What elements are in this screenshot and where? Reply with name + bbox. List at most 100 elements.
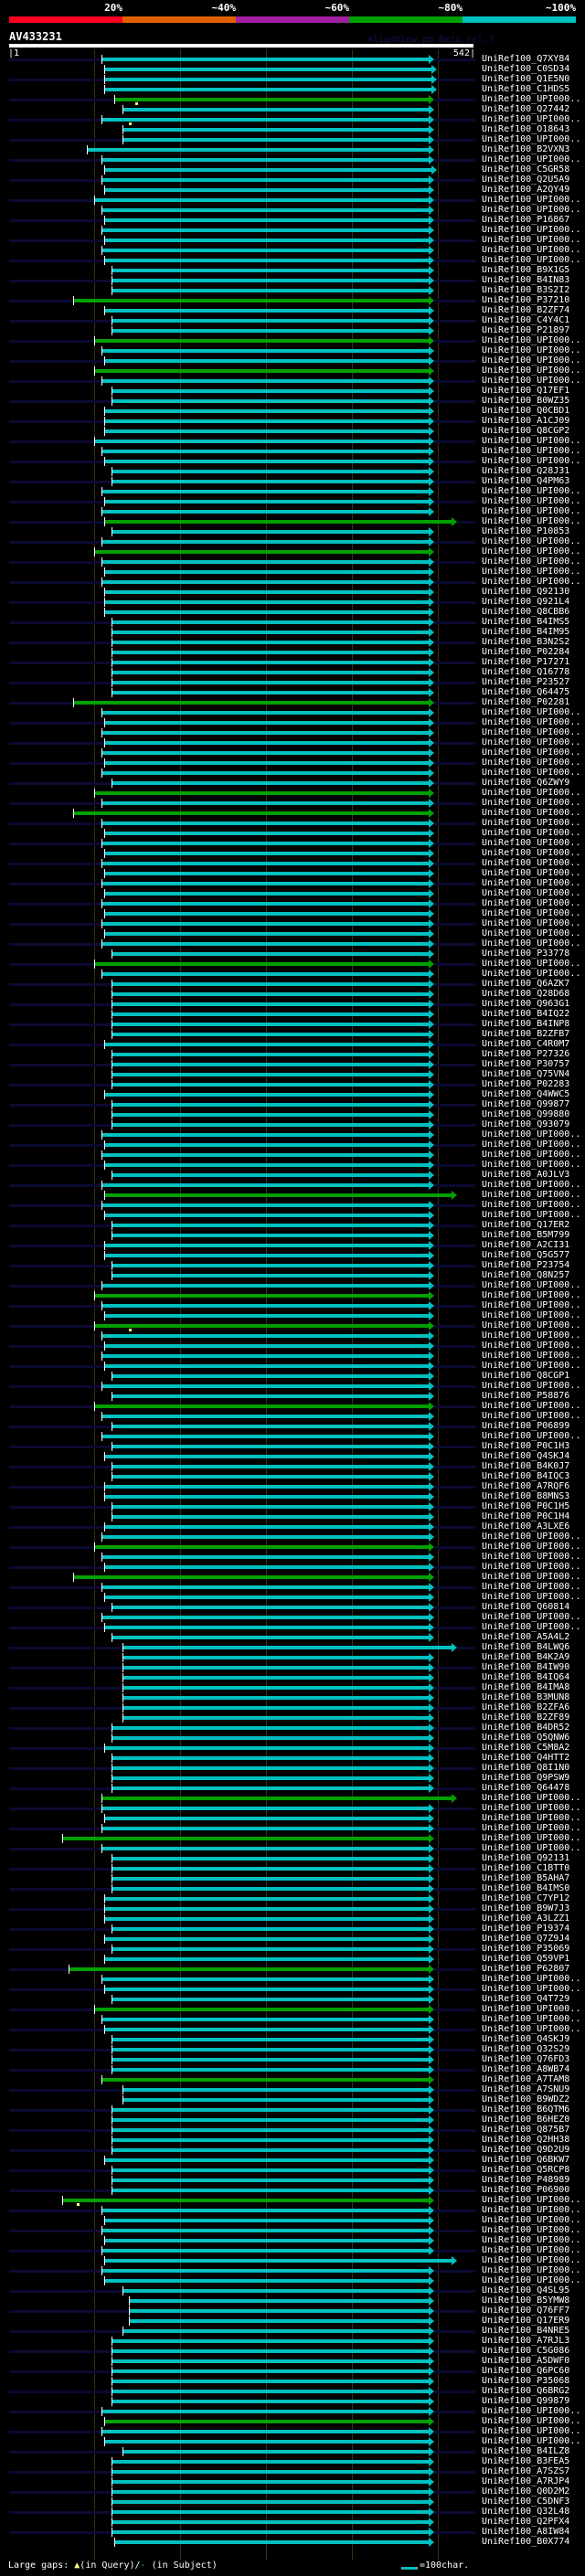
hit-label[interactable]: UniRef100_UPI000..	[482, 1381, 581, 1391]
hit-label[interactable]: UniRef100_A7RJL3	[482, 2336, 570, 2346]
hit-label[interactable]: UniRef100_P02284	[482, 647, 570, 657]
hit-label[interactable]: UniRef100_UPI000..	[482, 94, 581, 104]
hit-label[interactable]: UniRef100_Q92130	[482, 587, 570, 597]
hit-label[interactable]: UniRef100_UPI000..	[482, 1582, 581, 1592]
hit-label[interactable]: UniRef100_UPI000..	[482, 2436, 581, 2446]
hit-label[interactable]: UniRef100_Q5QNW6	[482, 1733, 570, 1743]
hit-label[interactable]: UniRef100_Q8I1N0	[482, 1763, 570, 1773]
hit-label[interactable]: UniRef100_UPI000..	[482, 1592, 581, 1602]
hit-label[interactable]: UniRef100_P0C1H4	[482, 1511, 570, 1521]
hit-label[interactable]: UniRef100_B4IMS5	[482, 617, 570, 627]
hit-label[interactable]: UniRef100_UPI000..	[482, 2265, 581, 2275]
hit-label[interactable]: UniRef100_UPI000..	[482, 134, 581, 144]
hit-label[interactable]: UniRef100_B4K0J7	[482, 1461, 570, 1471]
hit-label[interactable]: UniRef100_UPI000..	[482, 1974, 581, 1984]
hit-label[interactable]: UniRef100_Q7Z9J4	[482, 1934, 570, 1944]
hit-label[interactable]: UniRef100_UPI000..	[482, 1320, 581, 1330]
hit-label[interactable]: UniRef100_UPI000..	[482, 788, 581, 798]
hit-label[interactable]: UniRef100_P06900	[482, 2185, 570, 2195]
hit-label[interactable]: UniRef100_UPI000..	[482, 557, 581, 567]
hit-label[interactable]: UniRef100_UPI000..	[482, 928, 581, 938]
hit-label[interactable]: UniRef100_UPI000..	[482, 225, 581, 235]
hit-label[interactable]: UniRef100_B2ZF89	[482, 1712, 570, 1723]
hit-label[interactable]: UniRef100_B2ZF74	[482, 305, 570, 315]
hit-label[interactable]: UniRef100_UPI000..	[482, 1401, 581, 1411]
hit-label[interactable]: UniRef100_A3LXE6	[482, 1521, 570, 1532]
hit-label[interactable]: UniRef100_B5M799	[482, 1230, 570, 1240]
hit-label[interactable]: UniRef100_UPI000..	[482, 1843, 581, 1853]
hit-label[interactable]: UniRef100_P0C1H3	[482, 1441, 570, 1451]
hit-label[interactable]: UniRef100_Q6BKW7	[482, 2155, 570, 2165]
hit-label[interactable]: UniRef100_B0X774	[482, 2537, 570, 2547]
hit-label[interactable]: UniRef100_UPI000..	[482, 2024, 581, 2034]
hit-label[interactable]: UniRef100_C1HDS5	[482, 84, 570, 94]
hit-label[interactable]: UniRef100_UPI000..	[482, 747, 581, 758]
hit-label[interactable]: UniRef100_Q76FF7	[482, 2306, 570, 2316]
hit-label[interactable]: UniRef100_B4IMA8	[482, 1682, 570, 1692]
hit-label[interactable]: UniRef100_P0C1H5	[482, 1501, 570, 1511]
hit-label[interactable]: UniRef100_B8MNS3	[482, 1491, 570, 1501]
hit-label[interactable]: UniRef100_Q32S29	[482, 2044, 570, 2054]
hit-label[interactable]: UniRef100_P48989	[482, 2175, 570, 2185]
hit-label[interactable]: UniRef100_UPI000..	[482, 1361, 581, 1371]
hit-label[interactable]: UniRef100_UPI000..	[482, 2004, 581, 2014]
hit-label[interactable]: UniRef100_UPI000..	[482, 1431, 581, 1441]
hit-label[interactable]: UniRef100_P33778	[482, 949, 570, 959]
hit-label[interactable]: UniRef100_A5DWF0	[482, 2356, 570, 2366]
hit-label[interactable]: UniRef100_Q2U5A9	[482, 175, 570, 185]
hit-label[interactable]: UniRef100_B9WDZ2	[482, 2094, 570, 2104]
hit-label[interactable]: UniRef100_B6QTM6	[482, 2104, 570, 2115]
hit-label[interactable]: UniRef100_C5GR58	[482, 164, 570, 175]
hit-label[interactable]: UniRef100_UPI000..	[482, 1411, 581, 1421]
hit-label[interactable]: UniRef100_Q7XY84	[482, 54, 570, 64]
hit-label[interactable]: UniRef100_UPI000..	[482, 838, 581, 848]
hit-label[interactable]: UniRef100_UPI000..	[482, 1562, 581, 1572]
hit-label[interactable]: UniRef100_A7TAM8	[482, 2074, 570, 2084]
hit-label[interactable]: UniRef100_UPI000..	[482, 255, 581, 265]
hit-label[interactable]: UniRef100_A2CI31	[482, 1240, 570, 1250]
hit-label[interactable]: UniRef100_P06899	[482, 1421, 570, 1431]
hit-label[interactable]: UniRef100_UPI000..	[482, 1150, 581, 1160]
hit-label[interactable]: UniRef100_B2ZFB7	[482, 1029, 570, 1039]
hit-label[interactable]: UniRef100_UPI000..	[482, 1310, 581, 1320]
hit-label[interactable]: UniRef100_Q28J31	[482, 466, 570, 476]
hit-label[interactable]: UniRef100_UPI000..	[482, 908, 581, 918]
hit-label[interactable]: UniRef100_UPI000..	[482, 2195, 581, 2205]
hit-label[interactable]: UniRef100_UPI000..	[482, 1542, 581, 1552]
hit-label[interactable]: UniRef100_Q5G577	[482, 1250, 570, 1260]
hit-label[interactable]: UniRef100_Q2HH38	[482, 2135, 570, 2145]
hit-label[interactable]: UniRef100_B3FEA5	[482, 2456, 570, 2466]
hit-label[interactable]: UniRef100_UPI000..	[482, 828, 581, 838]
hit-label[interactable]: UniRef100_B3N2S2	[482, 637, 570, 647]
hit-label[interactable]: UniRef100_UPI000..	[482, 345, 581, 355]
hit-label[interactable]: UniRef100_UPI000..	[482, 818, 581, 828]
hit-label[interactable]: UniRef100_Q75VN4	[482, 1069, 570, 1079]
hit-label[interactable]: UniRef100_UPI000..	[482, 707, 581, 717]
hit-label[interactable]: UniRef100_UPI000..	[482, 335, 581, 345]
hit-label[interactable]: UniRef100_B4ILZ8	[482, 2446, 570, 2456]
hit-label[interactable]: UniRef100_UPI000..	[482, 546, 581, 557]
hit-label[interactable]: UniRef100_UPI000..	[482, 1823, 581, 1833]
hit-label[interactable]: UniRef100_UPI000..	[482, 737, 581, 747]
hit-label[interactable]: UniRef100_B9W7J3	[482, 1903, 570, 1913]
hit-label[interactable]: UniRef100_Q4HTT2	[482, 1753, 570, 1763]
hit-label[interactable]: UniRef100_P35068	[482, 2376, 570, 2386]
hit-label[interactable]: UniRef100_Q92131	[482, 1853, 570, 1863]
hit-label[interactable]: UniRef100_UPI000..	[482, 2215, 581, 2225]
hit-label[interactable]: UniRef100_B6HEZ0	[482, 2115, 570, 2125]
hit-label[interactable]: UniRef100_UPI000..	[482, 114, 581, 124]
hit-label[interactable]: UniRef100_UPI000..	[482, 2205, 581, 2215]
hit-label[interactable]: UniRef100_B4IMS0	[482, 1883, 570, 1893]
hit-label[interactable]: UniRef100_Q1E5N0	[482, 74, 570, 84]
hit-label[interactable]: UniRef100_P19374	[482, 1924, 570, 1934]
hit-label[interactable]: UniRef100_Q99880	[482, 1109, 570, 1119]
hit-label[interactable]: UniRef100_UPI000..	[482, 205, 581, 215]
hit-label[interactable]: UniRef100_Q4WWC5	[482, 1089, 570, 1099]
hit-label[interactable]: UniRef100_A8WB74	[482, 2064, 570, 2074]
hit-label[interactable]: UniRef100_UPI000..	[482, 1300, 581, 1310]
hit-label[interactable]: UniRef100_UPI000..	[482, 758, 581, 768]
hit-label[interactable]: UniRef100_P21897	[482, 325, 570, 335]
hit-label[interactable]: UniRef100_B3S2I2	[482, 285, 570, 295]
hit-label[interactable]: UniRef100_UPI000..	[482, 456, 581, 466]
hit-label[interactable]: UniRef100_Q4PM63	[482, 476, 570, 486]
